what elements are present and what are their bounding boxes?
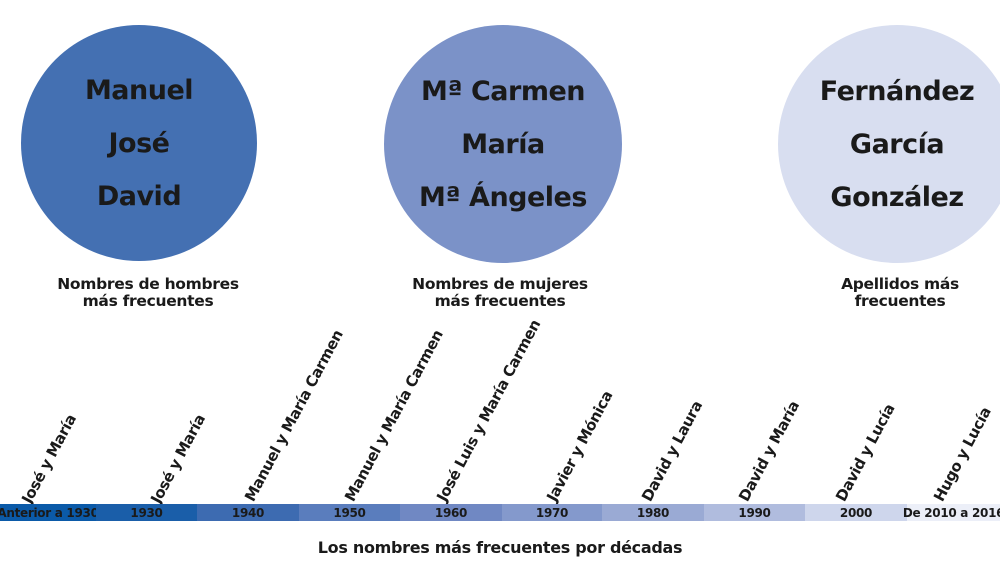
men-names-circle: Manuel José David (21, 25, 257, 261)
decade-names-label: David y Laura (638, 397, 707, 505)
decade-names-label: José y María (147, 411, 209, 507)
women-caption-line2: más frecuentes (434, 292, 566, 310)
decade-band: Anterior a 1930 (0, 504, 99, 521)
decade-band-label: 2000 (839, 505, 873, 520)
surnames-caption-line2: frecuentes (854, 292, 946, 310)
decade-band: 2000 (805, 504, 907, 521)
men-name-2: José (108, 127, 170, 159)
women-name-3: Mª Ángeles (419, 181, 587, 213)
surnames-circle: Fernández García González (778, 25, 1000, 263)
decade-band-label: 1990 (738, 505, 771, 520)
decade-band-label: 1970 (535, 505, 569, 520)
men-caption-line1: Nombres de hombres (57, 275, 239, 293)
decade-names-label: Manuel y María Carmen (241, 326, 347, 505)
decade-band-label: 1960 (434, 505, 468, 520)
decade-names-label: Manuel y María Carmen (341, 326, 447, 505)
decade-band: De 2010 a 2016 (903, 504, 1000, 521)
decade-band: 1960 (400, 504, 502, 521)
decade-names-label: José y María (18, 411, 80, 507)
decade-band: 1970 (502, 504, 602, 521)
decade-names-label: Hugo y Lucía (930, 404, 995, 505)
men-name-1: Manuel (84, 74, 194, 106)
decade-band-label: 1950 (333, 505, 366, 520)
decade-names-label: José Luis y María Carmen (433, 316, 545, 505)
surnames-caption: Apellidos más frecuentes (800, 276, 1000, 310)
surname-3: González (830, 181, 964, 213)
decade-band: 1990 (704, 504, 805, 521)
decade-band: 1950 (299, 504, 400, 521)
women-name-2: María (461, 128, 545, 160)
men-caption: Nombres de hombres más frecuentes (28, 276, 268, 310)
men-name-3: David (96, 180, 182, 212)
women-name-1: Mª Carmen (420, 75, 586, 107)
decade-band: 1930 (96, 504, 197, 521)
decade-band-label: Anterior a 1930 (0, 505, 99, 520)
surname-1: Fernández (819, 75, 975, 107)
decade-band: 1940 (197, 504, 299, 521)
women-caption-line1: Nombres de mujeres (412, 275, 588, 293)
surname-2: García (849, 128, 945, 160)
decade-names-label: David y Lucía (832, 400, 899, 505)
decade-names-label: David y María (735, 398, 803, 505)
decade-band-label: 1930 (130, 505, 163, 520)
women-names-circle: Mª Carmen María Mª Ángeles (384, 25, 622, 263)
decade-band-label: 1940 (231, 505, 265, 520)
men-caption-line2: más frecuentes (82, 292, 214, 310)
decade-names-label: Javier y Mónica (543, 387, 617, 505)
women-caption: Nombres de mujeres más frecuentes (380, 276, 620, 310)
decade-band-label: De 2010 a 2016 (902, 505, 1000, 520)
decade-band: 1980 (602, 504, 704, 521)
surnames-caption-line1: Apellidos más (841, 275, 959, 293)
timeline-title: Los nombres más frecuentes por décadas (317, 538, 683, 557)
decade-band-label: 1980 (636, 505, 670, 520)
